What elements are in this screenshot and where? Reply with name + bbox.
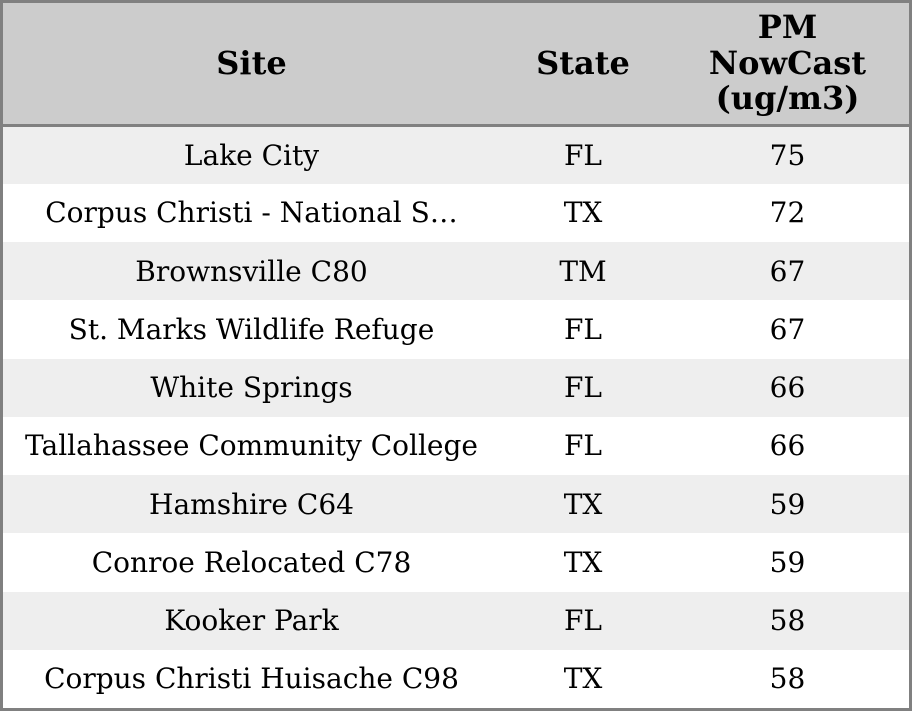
cell-site: Hamshire C64: [149, 487, 354, 521]
table-body: Lake City FL 75 Corpus Christi - National S…: [3, 125, 909, 708]
column-header-pm-nowcast: PM NowCast (ug/m3): [666, 3, 909, 127]
cell-site: Corpus Christi - National S…: [45, 196, 458, 230]
data-table: Site State PM NowCast (ug/m3) Lake City F…: [3, 3, 909, 708]
cell-site: Corpus Christi Huisache C98: [44, 662, 459, 696]
cell-state: FL: [563, 429, 603, 463]
cell-pm-nowcast: 72: [769, 196, 806, 230]
table-row: Conroe Relocated C78 TX 59: [3, 533, 909, 592]
table-row: Hamshire C64 TX 59: [3, 475, 909, 534]
cell-state: FL: [563, 312, 603, 346]
cell-state: FL: [563, 371, 603, 405]
table-row: Corpus Christi - National S… TX 72: [3, 183, 909, 242]
column-header-site: Site: [3, 3, 500, 127]
table-row: Kooker Park FL 58: [3, 591, 909, 650]
cell-pm-nowcast: 58: [769, 662, 806, 696]
cell-site: Kooker Park: [164, 604, 339, 638]
cell-pm-nowcast: 58: [769, 604, 806, 638]
cell-site: St. Marks Wildlife Refuge: [68, 312, 435, 346]
cell-pm-nowcast: 67: [769, 312, 806, 346]
cell-pm-nowcast: 75: [769, 138, 806, 172]
table-row: Lake City FL 75: [3, 125, 909, 184]
table-row: St. Marks Wildlife Refuge FL 67: [3, 300, 909, 359]
cell-pm-nowcast: 67: [769, 254, 806, 288]
cell-state: TM: [559, 254, 607, 288]
table-row: White Springs FL 66: [3, 358, 909, 417]
cell-pm-nowcast: 66: [769, 429, 806, 463]
header-row: Site State PM NowCast (ug/m3): [3, 3, 909, 127]
cell-site: Brownsville C80: [135, 254, 368, 288]
cell-site: Lake City: [183, 138, 320, 172]
column-header-state: State: [500, 3, 666, 127]
cell-state: TX: [563, 545, 603, 579]
cell-state: TX: [563, 196, 603, 230]
cell-pm-nowcast: 66: [769, 371, 806, 405]
cell-pm-nowcast: 59: [769, 545, 806, 579]
cell-site: Conroe Relocated C78: [91, 545, 412, 579]
cell-pm-nowcast: 59: [769, 487, 806, 521]
table-row: Corpus Christi Huisache C98 TX 58: [3, 649, 909, 708]
cell-site: Tallahassee Community College: [25, 429, 478, 463]
cell-state: TX: [563, 662, 603, 696]
cell-state: FL: [563, 138, 603, 172]
cell-state: TX: [563, 487, 603, 521]
cell-site: White Springs: [150, 371, 353, 405]
table-row: Brownsville C80 TM 67: [3, 242, 909, 301]
table-row: Tallahassee Community College FL 66: [3, 416, 909, 475]
cell-state: FL: [563, 604, 603, 638]
